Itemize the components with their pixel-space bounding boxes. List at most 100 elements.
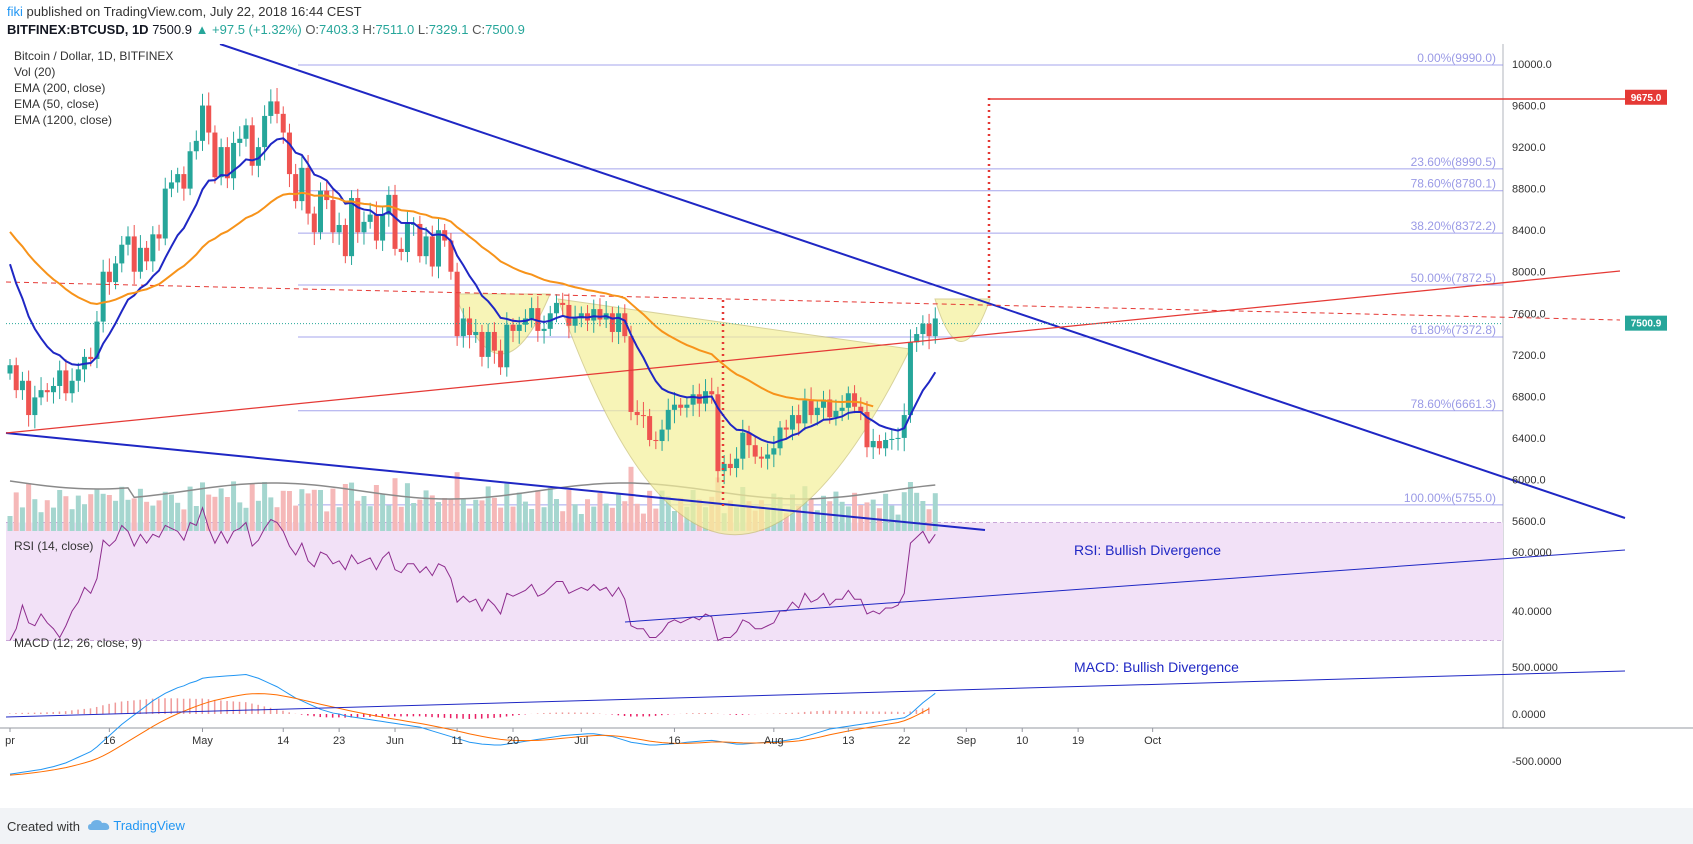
volume-bar [473,499,479,531]
macd-histogram-bar [182,698,185,714]
candle-body [889,438,895,440]
candle-body [32,397,38,416]
macd-histogram-bar [418,714,421,717]
candle-body [609,313,615,332]
macd-tick-label: -500.0000 [1512,756,1562,768]
volume-bar [522,501,528,531]
macd-histogram-bar [586,712,589,714]
macd-histogram-bar [251,703,253,714]
candle-body [516,324,522,331]
time-tick-label: 11 [451,735,462,747]
macd-histogram-bar [406,714,408,717]
volume-bar [404,483,410,531]
candle-body [318,190,323,233]
price-tick-label: 7200.0 [1512,350,1546,362]
volume-bar [653,508,659,531]
macd-histogram-bar [859,711,862,714]
volume-bar [262,482,268,531]
volume-bar [802,486,808,531]
macd-histogram-bar [151,698,154,714]
macd-histogram-bar [338,714,340,718]
volume-bar [547,488,553,531]
volume-bar [367,506,373,531]
chart-canvas[interactable]: 0.00%(9990.0) 23.60%(8990.5) 78.60%(8780.1… [0,44,1693,808]
rsi-divergence-line [624,549,1626,623]
candle-body [498,350,504,368]
macd-histogram-bar [369,714,371,717]
macd-histogram-bar [810,711,812,714]
macd-histogram-bar [15,713,17,714]
price-tick-label: 8400.0 [1512,225,1546,237]
volume-bar [814,510,820,531]
last-price-badge-label: 7500.9 [1631,319,1662,330]
author-link[interactable]: fiki [7,4,23,19]
volume-bar [162,491,168,531]
volume-bar [324,511,330,531]
volume-bar [926,509,932,531]
macd-histogram-bar [220,700,222,714]
candle-body [355,197,361,233]
volume-bar [852,492,858,531]
volume-bar [845,506,851,531]
volume-bar [597,493,603,531]
macd-histogram-bar [9,713,11,714]
time-tick-label: 23 [333,735,345,747]
volume-bar [88,494,94,531]
volume-bar [237,502,243,531]
volume-bar [75,495,81,531]
macd-title: MACD (12, 26, close, 9) [14,636,142,650]
macd-histogram-bar [549,712,551,714]
candle-body [647,416,653,440]
macd-histogram-bar [505,714,508,717]
candle-body [131,236,137,272]
volume-bar [299,489,305,531]
volume-bar [26,483,32,531]
volume-bar [628,466,634,531]
volume-bar [168,494,174,531]
candle-body [386,194,392,215]
candle-body [299,167,305,202]
macd-histogram-bar [375,714,377,717]
macd-histogram-bar [580,712,582,714]
target-badge [1625,89,1667,105]
volume-bar [249,483,255,531]
volume-bar [44,500,50,531]
candle-body [231,142,237,179]
tradingview-logo[interactable]: TradingView [88,818,185,833]
legend-ema50: EMA (50, close) [14,97,99,111]
candle-body [63,370,69,394]
symbol-line: BITFINEX:BTCUSD, 1D 7500.9 ▲ +97.5 (+1.3… [7,22,525,37]
candle-body [926,323,932,337]
time-tick-label: Jun [386,735,404,747]
volume-bar [137,488,143,531]
volume-bar [591,506,597,531]
macd-histogram-bar [456,714,458,719]
time-tick-label: 16 [668,735,680,747]
volume-bar [231,481,237,531]
candle-body [640,415,646,417]
candle-body [224,147,230,179]
tradingview-brand: TradingView [113,818,185,833]
volume-bar [144,501,150,531]
time-tick-label: 10 [1016,735,1028,747]
candle-body [485,331,491,357]
volume-bar [498,507,504,531]
macd-histogram-bar [592,712,595,714]
macd-histogram-bar [83,708,86,714]
candle-body [150,234,156,262]
header-bar: fiki published on TradingView.com, July … [0,0,1693,44]
candle-body [417,223,423,257]
fib-level-label: 78.60%(6661.3) [1411,397,1496,411]
macd-histogram-bar [884,711,887,714]
volume-bar [578,514,584,531]
volume-bar [572,504,578,531]
candle-body [113,263,119,283]
candle-body [591,309,597,321]
price-tick-label: 6000.0 [1512,474,1546,486]
macd-histogram-bar [903,712,905,714]
ema-50-line [9,137,937,444]
macd-histogram-bar [269,707,272,714]
fib-level-label: 100.00%(5755.0) [1404,491,1496,505]
volume-bar [827,501,833,531]
candle-body [572,318,578,326]
